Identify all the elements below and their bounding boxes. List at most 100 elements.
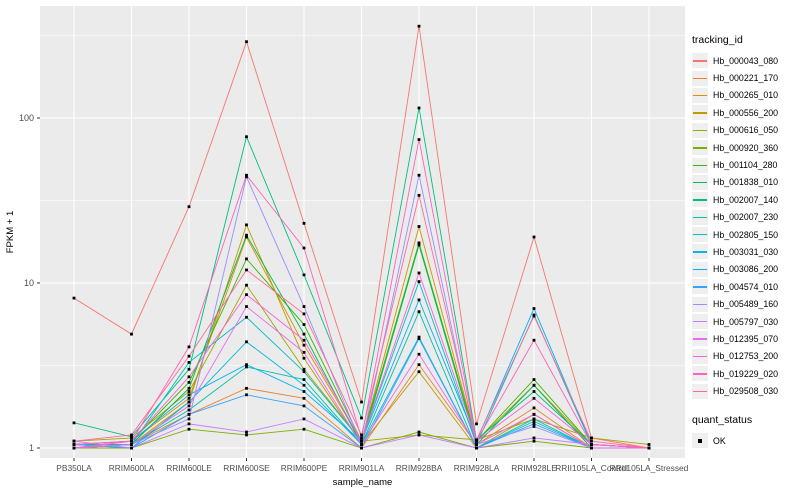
data-point: [245, 363, 248, 367]
data-point: [360, 400, 363, 404]
data-point: [475, 422, 478, 426]
data-point: [590, 439, 593, 443]
x-tick-label: RRIM928BA: [396, 463, 443, 473]
legend-key-swatch: [692, 331, 708, 347]
legend-key-line: [693, 181, 707, 184]
data-point: [187, 396, 191, 400]
data-point: [187, 417, 191, 421]
data-point: [187, 404, 191, 408]
legend-item-label: Hb_000221_170: [713, 73, 779, 84]
legend-tracking-items: Hb_000043_080 Hb_000221_170 Hb_000265_010 H…: [692, 52, 798, 400]
data-point: [302, 417, 306, 421]
legend-key-swatch: [692, 433, 708, 448]
legend-item-label: Hb_002007_140: [713, 194, 779, 205]
data-point: [302, 404, 306, 408]
legend-key-swatch: [692, 244, 708, 260]
legend-key-swatch: [692, 279, 708, 295]
legend-item-label: Hb_000920_360: [713, 142, 779, 153]
legend-key-line: [693, 268, 707, 271]
legend-item-label: Hb_002007_230: [713, 212, 779, 223]
data-point: [187, 412, 191, 416]
legend-key-swatch: [692, 296, 708, 312]
data-point: [417, 352, 421, 356]
x-tick-label: RRII105LA_Stressed: [610, 463, 689, 473]
legend-item-Hb_003086_200: Hb_003086_200: [692, 261, 798, 278]
data-point: [302, 305, 306, 308]
data-point: [72, 296, 76, 300]
data-point: [647, 446, 651, 450]
legend-item-Hb_002007_140: Hb_002007_140: [692, 191, 798, 208]
data-point: [245, 235, 248, 239]
legend-item-label: Hb_029508_030: [713, 386, 779, 397]
data-point: [130, 435, 133, 439]
legend-item-Hb_002805_150: Hb_002805_150: [692, 226, 798, 243]
legend-item-Hb_000616_050: Hb_000616_050: [692, 122, 798, 139]
x-axis-title: sample_name: [333, 477, 393, 488]
legend-item-Hb_005489_160: Hb_005489_160: [692, 295, 798, 312]
legend-title-quant-status: quant_status: [692, 413, 753, 426]
legend-item-Hb_000221_170: Hb_000221_170: [692, 69, 798, 86]
x-tick-label: RRIM901LA: [339, 463, 385, 473]
legend-key-line: [693, 303, 707, 306]
legend-key-swatch: [692, 227, 708, 243]
legend-key-swatch: [692, 314, 708, 330]
legend-quant-status-block: quant_status OK: [692, 414, 798, 449]
legend-key-line: [693, 60, 707, 62]
legend-item-Hb_000265_010: Hb_000265_010: [692, 87, 798, 104]
data-point: [245, 365, 248, 369]
data-point: [302, 427, 306, 431]
legend-key-line: [693, 373, 707, 375]
data-point: [302, 367, 306, 371]
data-point: [302, 323, 306, 326]
data-point: [187, 393, 191, 397]
data-point: [187, 380, 191, 384]
data-point: [245, 268, 248, 272]
legend-item-Hb_000920_360: Hb_000920_360: [692, 139, 798, 156]
data-point: [187, 375, 191, 379]
data-point: [532, 383, 536, 387]
data-point: [475, 446, 478, 450]
x-tick-label: RRII105LA_Control: [555, 463, 628, 473]
data-point: [590, 446, 593, 450]
data-point: [302, 343, 306, 347]
legend-key-line: [693, 199, 707, 201]
data-point: [187, 408, 191, 412]
data-point: [245, 433, 248, 437]
data-point: [302, 390, 306, 393]
data-point: [187, 386, 191, 390]
legend-item-Hb_002007_230: Hb_002007_230: [692, 209, 798, 226]
legend-item-label: Hb_002805_150: [713, 229, 779, 240]
legend-key-line: [693, 129, 707, 132]
y-tick-label: 10: [24, 278, 34, 288]
data-point: [130, 433, 133, 437]
legend-item-Hb_029508_030: Hb_029508_030: [692, 382, 798, 399]
legend-item-Hb_003031_030: Hb_003031_030: [692, 243, 798, 260]
legend-item-Hb_000556_200: Hb_000556_200: [692, 104, 798, 121]
data-point: [417, 225, 421, 228]
data-point: [360, 439, 363, 443]
legend-key-swatch: [692, 348, 708, 364]
data-point: [532, 338, 536, 342]
legend-item-label: Hb_001838_010: [713, 177, 779, 188]
legend-key-line: [693, 112, 707, 114]
legend-key-line: [693, 164, 707, 166]
data-point: [360, 443, 363, 446]
data-point: [417, 243, 421, 247]
data-point: [475, 438, 478, 442]
data-point: [417, 298, 421, 302]
legend-key-swatch: [692, 383, 708, 399]
data-point: [532, 396, 536, 400]
data-point: [302, 378, 306, 381]
legend-item-label: Hb_005797_030: [713, 316, 779, 327]
data-point: [245, 40, 248, 44]
data-point: [417, 433, 421, 437]
data-point: [187, 422, 191, 426]
data-point: [417, 310, 421, 314]
data-point: [532, 425, 536, 428]
data-point: [302, 356, 306, 360]
data-point: [187, 400, 191, 404]
legend-item-label: Hb_004574_010: [713, 281, 779, 292]
legend-item-label: Hb_000616_050: [713, 125, 779, 136]
